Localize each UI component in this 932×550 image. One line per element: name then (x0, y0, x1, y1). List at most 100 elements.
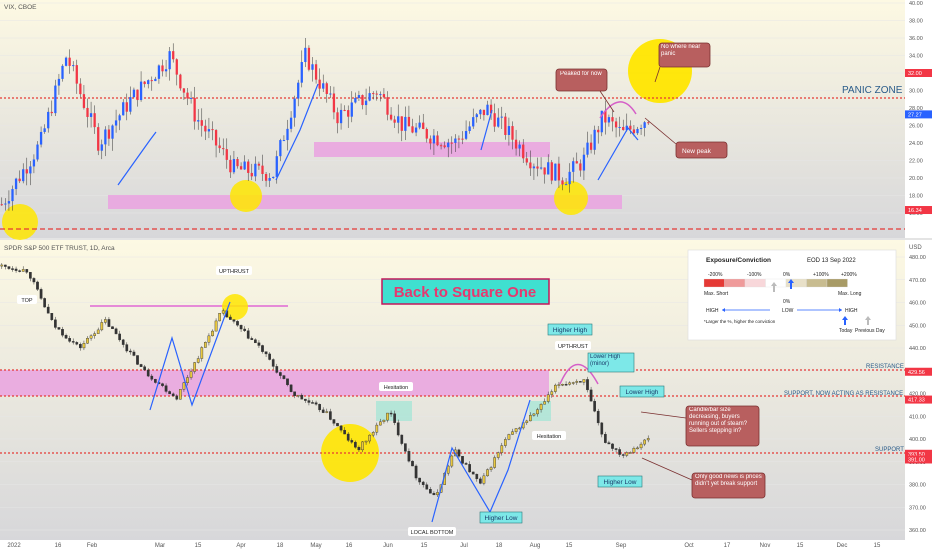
svg-text:Hesitation: Hesitation (537, 434, 561, 440)
new-peak-callout: New peak (644, 117, 728, 159)
candle-body (89, 335, 93, 339)
candle-body (550, 162, 553, 181)
candle-body (547, 162, 550, 175)
x-axis-label: May (310, 543, 321, 549)
candle-body (604, 433, 607, 443)
candle-body (68, 57, 71, 66)
x-axis-label: Jun (383, 543, 393, 549)
candle-body (482, 475, 486, 484)
candle-body (504, 116, 507, 135)
candle-body (64, 57, 68, 66)
candle-body (89, 113, 93, 117)
candle-body (268, 353, 271, 360)
candle-body (0, 264, 4, 267)
candle-body (214, 320, 218, 332)
left-arrow-icon (722, 308, 725, 312)
candle-body (561, 384, 564, 386)
svg-text:0%: 0% (783, 299, 791, 305)
candle-body (39, 131, 43, 145)
candle-body (157, 65, 161, 79)
svg-text:Max. Short: Max. Short (704, 291, 729, 297)
svg-text:*Larger the %, higher the conv: *Larger the %, higher the conviction (704, 319, 776, 324)
candle-body (68, 338, 71, 342)
candle-body (357, 95, 361, 98)
svg-text:LOW: LOW (782, 308, 794, 314)
candle-body (332, 419, 336, 424)
candle-body (347, 110, 350, 117)
bottom-y-tick: 410.00 (909, 414, 926, 420)
candle-body (261, 165, 264, 175)
candle-body (21, 269, 25, 272)
exposure-legend: Exposure/Conviction EOD 13 Sep 2022 -200… (687, 249, 897, 341)
candle-body (457, 138, 461, 140)
candle-body (18, 270, 21, 272)
candle-body (632, 448, 636, 453)
spy-bottom-highlight (321, 424, 379, 482)
candle-body (75, 342, 79, 345)
candle-body (275, 366, 279, 373)
candle-body (207, 335, 211, 343)
candle-body (97, 127, 100, 151)
candle-body (239, 324, 243, 330)
candle-body (207, 129, 211, 132)
bottom-y-tick: 380.00 (909, 483, 926, 489)
candle-body (107, 319, 111, 327)
candle-body (111, 125, 114, 139)
today-arrow-icon (788, 279, 794, 289)
candle-body (489, 467, 493, 470)
price-tag-text: 429.56 (908, 370, 925, 376)
candle-body (57, 78, 61, 86)
candle-body (250, 172, 253, 177)
x-axis-label: 18 (496, 543, 503, 549)
x-axis-label: Sep (616, 543, 627, 549)
candle-body (546, 394, 550, 402)
hesitation-box-2 (529, 401, 551, 421)
candle-body (350, 440, 354, 443)
candle-body (314, 64, 318, 80)
candle-body (368, 93, 371, 101)
candle-body (36, 281, 39, 290)
spy-symbol-label: SPDR S&P 500 ETF TRUST, 1D, Arca (4, 245, 115, 252)
bottom-y-tick: 460.00 (909, 301, 926, 307)
candle-body (439, 145, 443, 147)
price-tag-text: 393.50 (908, 452, 925, 458)
candle-body (507, 434, 511, 440)
svg-text:Today: Today (839, 328, 853, 334)
candle-body (514, 428, 518, 432)
candle-body (289, 384, 293, 392)
axis-background (905, 0, 932, 550)
candle-body (164, 385, 168, 392)
candle-body (432, 135, 436, 144)
candle-body (61, 65, 64, 79)
candle-body (529, 162, 532, 169)
candle-body (46, 306, 50, 314)
candle-body (82, 343, 86, 349)
candle-body (54, 85, 57, 114)
price-tag (905, 206, 932, 215)
candle-body (243, 328, 246, 331)
candle-body (364, 440, 368, 443)
candle-body (461, 456, 464, 464)
candle-body (321, 409, 325, 413)
candle-body (589, 389, 593, 402)
candle-body (297, 82, 300, 99)
hesitation-label-1: Hesitation (379, 382, 413, 391)
candle-body (464, 130, 468, 139)
candle-body (300, 62, 303, 83)
svg-text:-200%: -200% (708, 272, 723, 278)
candle-body (61, 329, 64, 336)
candle-body (211, 129, 214, 131)
candle-body (361, 95, 364, 106)
bottom-y-tick: 370.00 (909, 505, 926, 511)
candle-body (161, 65, 164, 72)
candle-body (254, 163, 257, 177)
spy-resistance-zone (0, 370, 549, 396)
candle-body (268, 178, 271, 181)
candle-body (461, 138, 464, 140)
candle-body (229, 159, 232, 173)
candle-body (32, 159, 36, 167)
price-tag-text: 16.34 (908, 208, 922, 214)
candle-body (43, 298, 46, 308)
candle-body (554, 163, 557, 181)
